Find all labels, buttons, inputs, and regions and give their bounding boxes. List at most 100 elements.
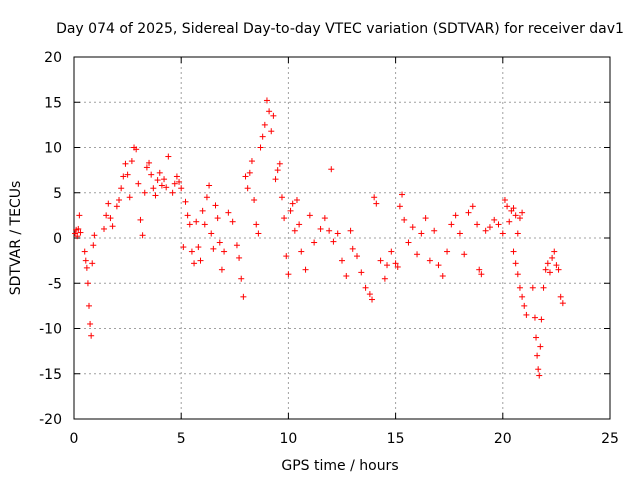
data-point (84, 280, 91, 287)
data-point (188, 248, 195, 255)
data-point (373, 200, 380, 207)
data-point (501, 196, 508, 203)
data-point (362, 284, 369, 291)
y-tick-label: 0 (53, 231, 62, 247)
data-point (255, 230, 262, 237)
data-point (87, 320, 94, 327)
data-point (339, 257, 345, 264)
data-point (281, 215, 288, 222)
data-point (533, 334, 540, 341)
data-point (343, 273, 350, 280)
grid-lines (74, 57, 610, 419)
data-point (214, 215, 221, 222)
data-point (263, 97, 270, 104)
axis-ticks (73, 56, 611, 420)
data-point (257, 144, 264, 151)
data-point (180, 244, 187, 251)
data-point (321, 215, 328, 222)
data-point (137, 216, 144, 223)
data-point (152, 192, 159, 199)
data-point (208, 230, 215, 237)
data-point (82, 257, 89, 264)
data-point (158, 182, 165, 189)
data-point (74, 233, 81, 240)
data-point (126, 194, 133, 201)
y-tick-label: -20 (39, 412, 62, 428)
data-point (229, 218, 236, 225)
data-point (270, 112, 277, 119)
data-point (285, 271, 292, 278)
data-point (296, 221, 303, 228)
data-point (476, 266, 483, 273)
data-point (186, 221, 193, 228)
data-point (291, 227, 298, 234)
data-point (135, 180, 142, 187)
data-point (512, 212, 519, 219)
data-point (75, 225, 82, 232)
data-point (107, 215, 114, 222)
x-tick-label: 15 (387, 431, 405, 447)
data-point (225, 209, 232, 216)
data-point (540, 284, 547, 291)
data-point (236, 254, 243, 261)
data-point (298, 248, 305, 255)
data-point (535, 366, 542, 373)
x-tick-label: 5 (177, 431, 186, 447)
data-point (516, 284, 523, 291)
data-point (514, 230, 521, 237)
data-point (506, 218, 513, 225)
data-point (261, 121, 268, 128)
data-point (76, 212, 83, 219)
y-tick-label: 10 (44, 141, 62, 157)
data-point (289, 200, 296, 207)
data-point (537, 343, 544, 350)
x-tick-label: 25 (601, 431, 619, 447)
data-point (435, 262, 442, 269)
data-point (141, 189, 148, 196)
data-point (534, 352, 541, 359)
data-point (148, 171, 155, 178)
data-point (512, 260, 519, 267)
data-point (91, 232, 98, 239)
y-tick-label: -15 (39, 367, 62, 383)
data-point (555, 266, 562, 273)
data-point (221, 248, 228, 255)
data-point (293, 196, 300, 203)
data-point (448, 221, 455, 228)
data-point (199, 207, 206, 214)
data-point (439, 273, 446, 280)
data-point (328, 166, 335, 173)
y-tick-label: -5 (48, 276, 62, 292)
x-tick-label: 0 (70, 431, 79, 447)
y-axis-label: SDTVAR / TECUs (8, 181, 24, 296)
data-point (392, 260, 399, 267)
data-point (161, 176, 168, 183)
data-point (244, 185, 251, 192)
data-point (409, 224, 416, 231)
data-point (334, 230, 341, 237)
data-point (210, 245, 217, 252)
data-point (113, 203, 120, 210)
data-point (514, 271, 521, 278)
data-point (542, 266, 549, 273)
data-point (212, 202, 219, 209)
data-point (206, 182, 213, 189)
data-point (146, 159, 153, 166)
data-point (358, 269, 365, 276)
data-point (465, 209, 472, 216)
data-point (519, 209, 526, 216)
data-point (103, 212, 110, 219)
data-point (529, 284, 536, 291)
data-point (426, 257, 433, 264)
data-point (510, 248, 517, 255)
data-point (118, 185, 125, 192)
data-point (88, 332, 95, 339)
data-point (165, 153, 172, 160)
data-point (238, 275, 245, 282)
data-point (354, 253, 361, 260)
data-point (184, 212, 191, 219)
data-point (405, 239, 412, 246)
data-point (388, 248, 395, 255)
data-point (377, 257, 384, 264)
